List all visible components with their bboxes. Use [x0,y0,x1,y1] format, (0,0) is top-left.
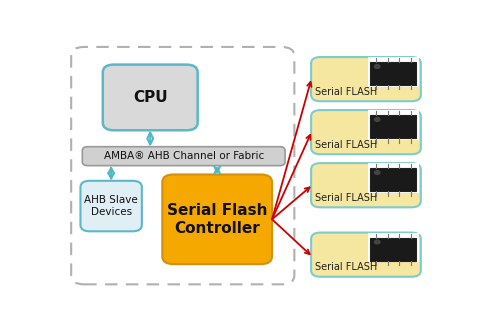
FancyBboxPatch shape [311,110,421,154]
Text: Serial Flash
Controller: Serial Flash Controller [167,203,267,236]
Circle shape [374,171,380,174]
FancyBboxPatch shape [311,163,421,207]
Text: CPU: CPU [133,90,168,105]
FancyBboxPatch shape [370,168,416,192]
FancyBboxPatch shape [162,174,272,264]
FancyBboxPatch shape [368,233,419,262]
FancyBboxPatch shape [368,163,419,193]
FancyBboxPatch shape [81,181,142,231]
FancyBboxPatch shape [370,115,416,138]
Text: Serial FLASH: Serial FLASH [315,262,377,272]
FancyBboxPatch shape [311,57,421,101]
FancyBboxPatch shape [368,110,419,140]
Text: Serial FLASH: Serial FLASH [315,139,377,150]
Circle shape [374,118,380,121]
Text: Serial FLASH: Serial FLASH [315,193,377,203]
FancyBboxPatch shape [368,57,419,87]
FancyBboxPatch shape [311,233,421,277]
Circle shape [374,65,380,68]
Text: AMBA® AHB Channel or Fabric: AMBA® AHB Channel or Fabric [104,151,264,161]
FancyBboxPatch shape [83,147,285,166]
FancyBboxPatch shape [103,65,198,130]
Circle shape [374,240,380,244]
FancyBboxPatch shape [370,62,416,85]
Text: Serial FLASH: Serial FLASH [315,87,377,96]
Text: AHB Slave
Devices: AHB Slave Devices [84,195,138,217]
FancyBboxPatch shape [370,238,416,261]
